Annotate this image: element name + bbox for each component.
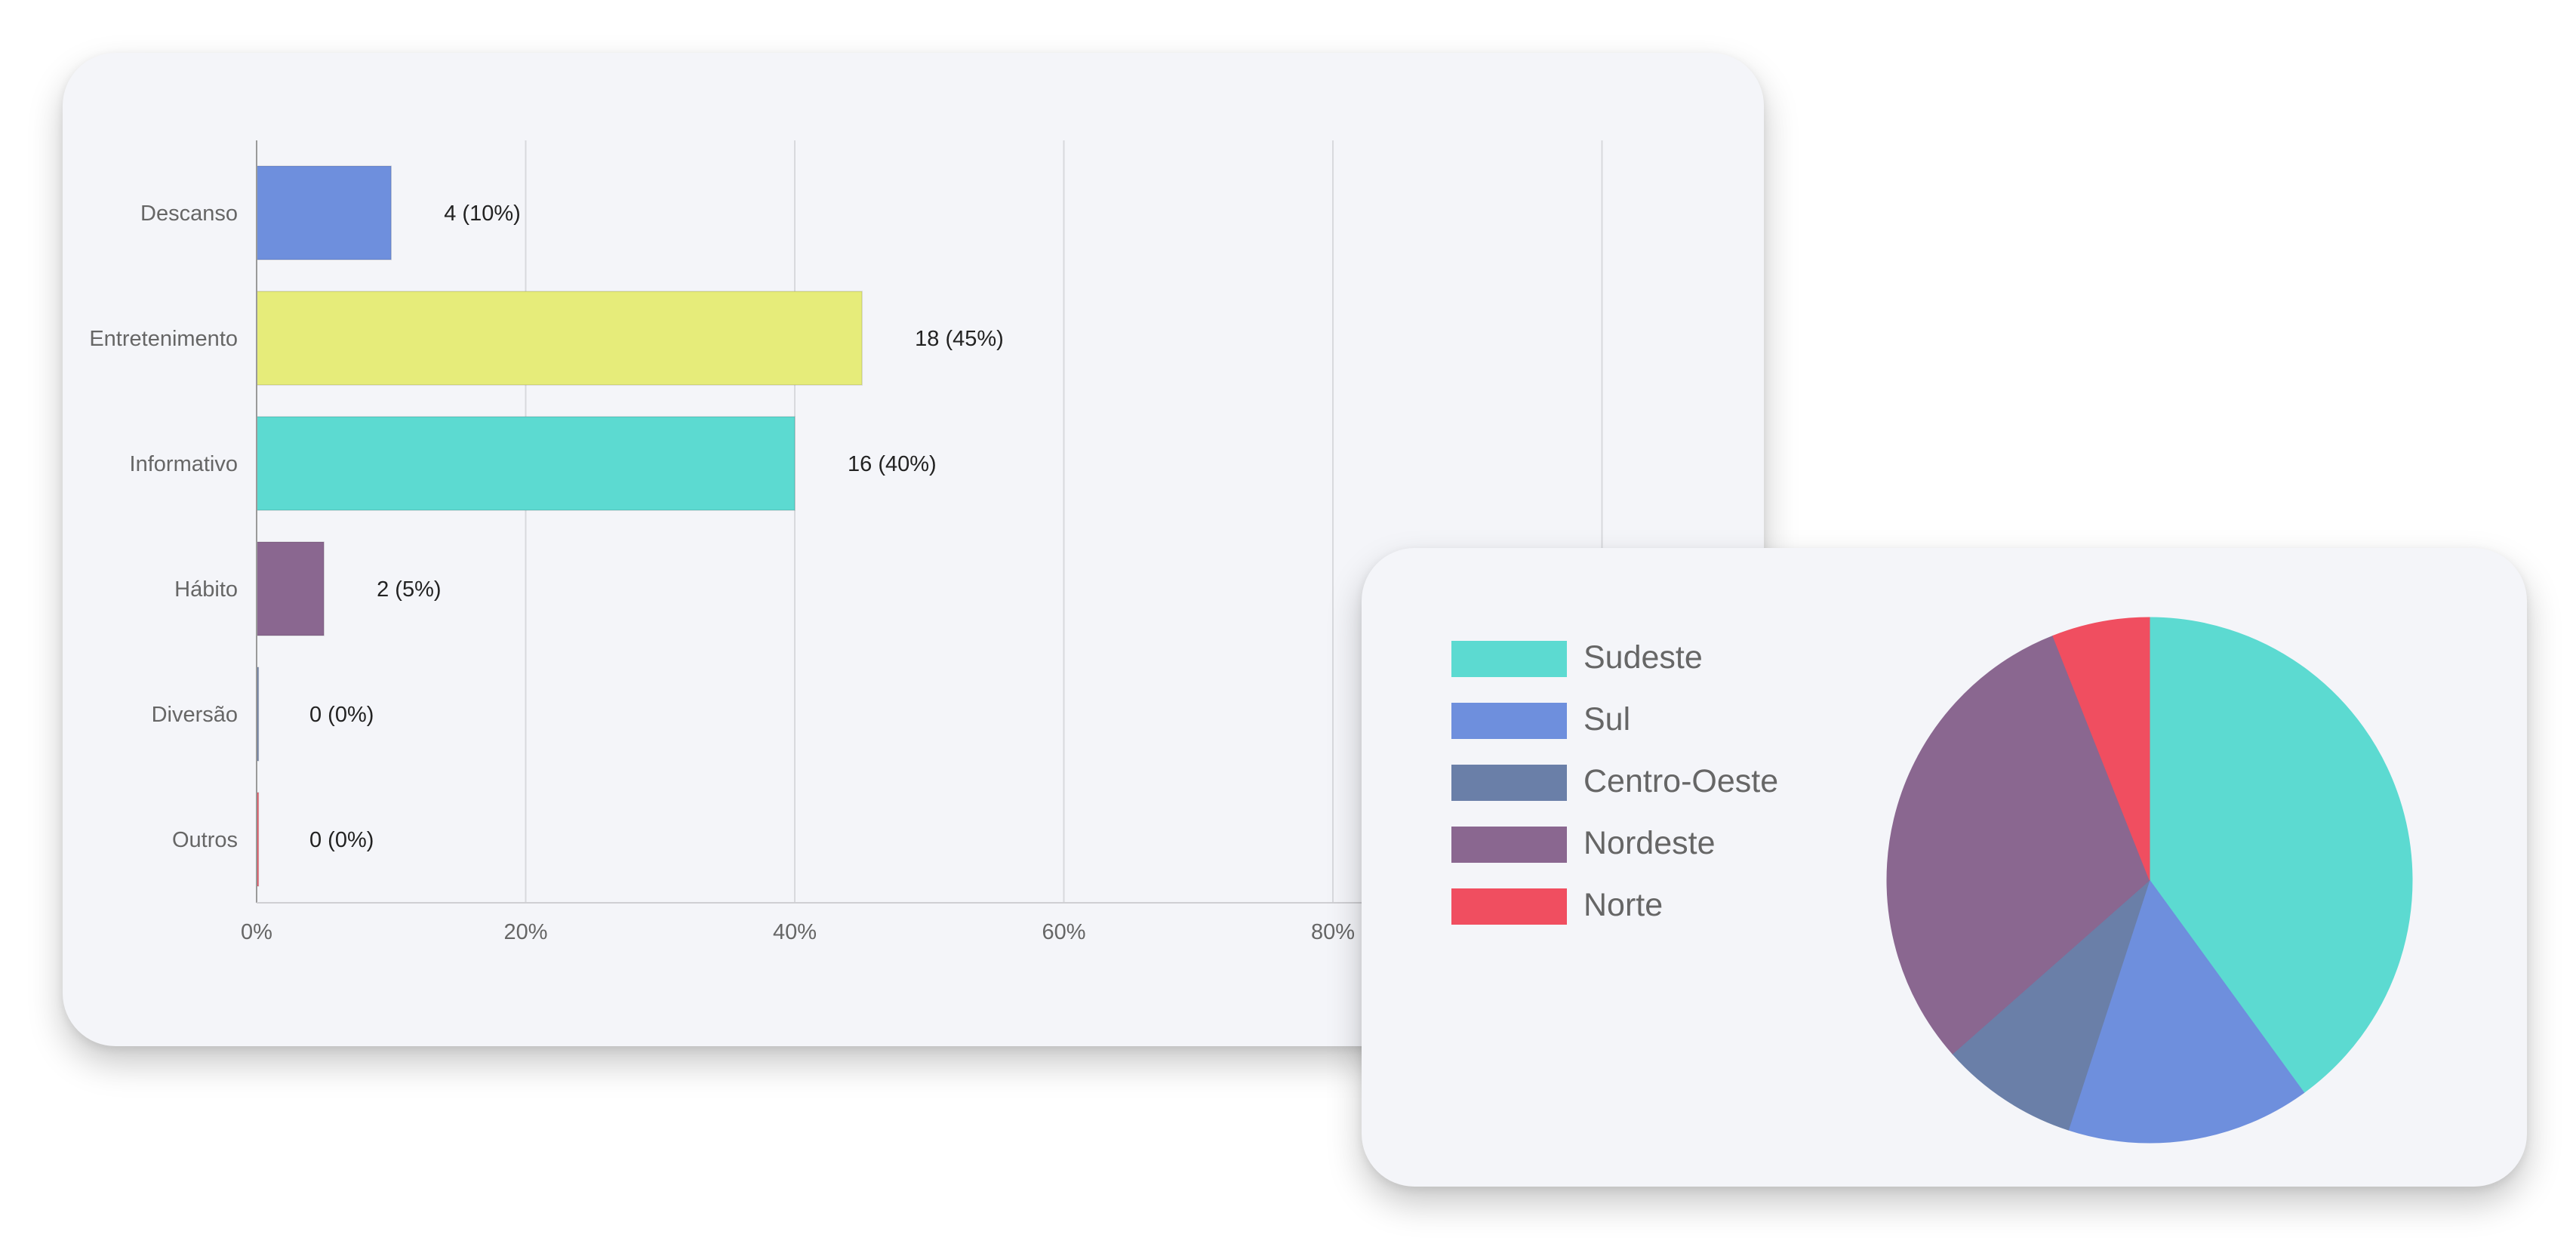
bar-chart: Descanso 4 (10%) Entretenimento 18 (45%) Inf… bbox=[89, 140, 1700, 944]
category-label: Informativo bbox=[130, 452, 238, 476]
data-label: 18 (45%) bbox=[915, 327, 1004, 351]
pie-chart: Sudeste Sul Centro-Oeste Nordeste Norte bbox=[1451, 617, 2413, 1144]
legend-swatch bbox=[1451, 888, 1567, 925]
x-tick-label: 20% bbox=[503, 920, 547, 944]
data-label: 4 (10%) bbox=[444, 202, 521, 226]
pie-slice[interactable] bbox=[1886, 635, 2150, 1054]
legend-swatch bbox=[1451, 765, 1567, 801]
pie-chart-card: Sudeste Sul Centro-Oeste Nordeste Norte bbox=[1362, 548, 2527, 1187]
category-label: Outros bbox=[172, 828, 238, 852]
data-label: 0 (0%) bbox=[309, 828, 374, 852]
pie-slice[interactable] bbox=[2149, 617, 2413, 1094]
x-tick-label: 60% bbox=[1042, 920, 1085, 944]
category-label: Diversão bbox=[152, 703, 238, 727]
legend-label: Norte bbox=[1583, 887, 1663, 923]
category-label: Hábito bbox=[174, 577, 238, 602]
data-label: 0 (0%) bbox=[309, 703, 374, 727]
legend-swatch bbox=[1451, 641, 1567, 677]
legend-label: Nordeste bbox=[1583, 825, 1715, 861]
bar[interactable] bbox=[256, 416, 796, 511]
legend-label: Sudeste bbox=[1583, 639, 1703, 676]
legend-label: Sul bbox=[1583, 701, 1630, 737]
bar[interactable] bbox=[256, 165, 392, 260]
bar[interactable] bbox=[256, 291, 863, 386]
legend-swatch bbox=[1451, 703, 1567, 739]
data-label: 2 (5%) bbox=[377, 577, 441, 602]
pie-slice[interactable] bbox=[2067, 879, 2305, 1144]
category-label: Entretenimento bbox=[89, 327, 238, 351]
x-tick-label: 0% bbox=[241, 920, 272, 944]
pie-slice[interactable] bbox=[1952, 879, 2151, 1131]
bar[interactable] bbox=[256, 541, 325, 636]
pie-slice[interactable] bbox=[2052, 617, 2150, 881]
x-tick-label: 40% bbox=[773, 920, 817, 944]
legend-label: Centro-Oeste bbox=[1583, 763, 1778, 799]
x-tick-label: 80% bbox=[1311, 920, 1355, 944]
data-label: 16 (40%) bbox=[848, 452, 937, 476]
category-label: Descanso bbox=[140, 202, 238, 226]
legend-swatch bbox=[1451, 827, 1567, 863]
